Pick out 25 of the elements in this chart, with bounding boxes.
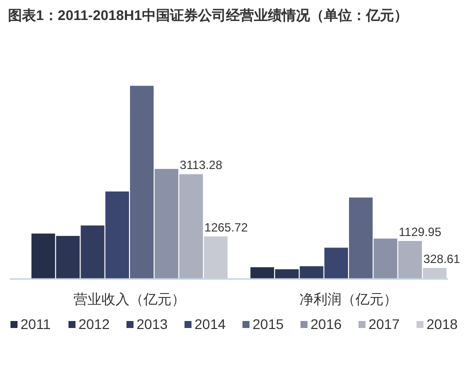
bar	[105, 191, 129, 279]
bar	[204, 236, 228, 279]
title: 图表1：2011-2018H1中国证券公司经营业绩情况（单位：亿元）	[8, 7, 408, 23]
legend-label: 2011	[20, 316, 51, 332]
bar	[398, 240, 422, 279]
x-tick-label: 净利润（亿元）	[300, 291, 398, 307]
bar	[324, 248, 348, 279]
legend-label: 2018	[426, 316, 458, 332]
legend-label: 2015	[252, 316, 284, 332]
legend-label: 2016	[310, 316, 342, 332]
bar	[154, 168, 178, 279]
bar	[349, 198, 373, 279]
legend-label: 2017	[368, 316, 400, 332]
data-label: 328.61	[423, 252, 460, 266]
bar	[374, 238, 398, 279]
data-label: 1129.95	[398, 224, 442, 239]
legend-label: 2014	[194, 316, 226, 332]
data-label: 3113.28	[180, 158, 223, 172]
legend-label: 2013	[136, 316, 168, 332]
bar	[422, 268, 447, 279]
x-tick-label: 营业收入（亿元）	[74, 291, 186, 307]
bar	[130, 86, 154, 279]
bar	[179, 174, 203, 279]
legend-label: 2012	[78, 316, 110, 332]
data-label: 1265.72	[204, 220, 248, 234]
